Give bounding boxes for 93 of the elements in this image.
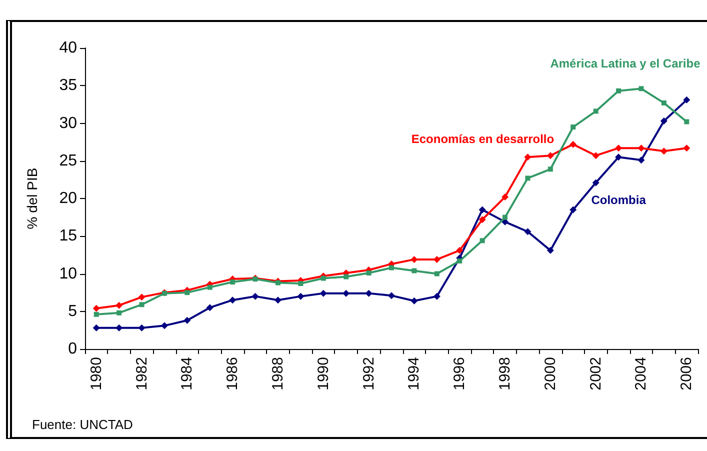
point [660,148,668,155]
point [342,290,350,297]
point [94,312,99,317]
point [366,270,372,276]
point [320,276,326,281]
point [502,193,509,200]
point [638,144,645,152]
point [207,284,212,290]
x-tick-label: 2004 [632,357,650,390]
point [683,144,690,152]
point [546,152,554,160]
point [297,292,304,300]
text: América Latina y el Caribe [550,56,701,71]
point [660,117,668,124]
point [592,152,600,160]
x-tick-label: 1994 [406,357,423,390]
point [252,292,259,300]
point [684,119,690,124]
point [116,324,123,332]
point [389,265,394,270]
y-tick-label: 5 [68,302,78,320]
point [683,96,690,104]
point [548,166,553,172]
point [388,292,395,300]
y-tick-label: 0 [68,340,78,358]
point [480,238,485,244]
point [365,290,372,297]
point [320,290,327,297]
point [139,302,144,308]
point [524,154,532,161]
x-tick-label: 1986 [224,357,242,390]
y-tick-label: 30 [59,114,78,132]
point [116,310,122,316]
point [138,324,146,332]
y-tick-label: 40 [59,40,78,56]
point [638,156,645,164]
point [524,228,532,236]
point [138,294,146,301]
point [457,258,462,264]
x-tick-label: 1984 [178,357,196,390]
series-label: Colombia [591,193,646,208]
x-tick-label: 2006 [678,357,696,390]
y-tick-label: 35 [59,77,78,94]
x-tick-label: 1990 [314,357,332,390]
point [592,179,600,186]
source-note: Fuente: UNCTAD [32,417,133,432]
y-tick-label: 25 [59,152,78,170]
point [478,216,486,224]
point [478,206,486,214]
point [344,274,349,280]
point [412,268,417,274]
x-tick-label: 1980 [88,357,105,390]
point [661,100,666,106]
point [570,140,577,148]
x-tick-label: 1996 [451,357,468,390]
point [638,86,644,92]
x-tick-label: 2000 [542,357,559,390]
point [92,304,100,312]
point [230,280,236,285]
point [184,290,190,296]
point [546,246,554,254]
point [570,124,576,130]
x-tick-label: 1998 [496,357,514,390]
y-tick-label: 20 [59,190,78,207]
point [275,280,280,286]
x-tick-label: 1992 [360,357,378,390]
point [615,144,622,152]
point [184,316,191,324]
x-tick-label: 1982 [133,357,150,390]
point [298,281,304,286]
y-axis-title: % del PIB [24,168,40,230]
point [593,108,598,114]
point [92,324,100,332]
point [502,214,508,220]
x-tick-label: 1988 [269,357,286,390]
point [410,256,418,263]
y-tick-label: 10 [59,265,78,282]
series-label: Economías en desarrollo [411,132,554,146]
y-tick-label: 15 [59,228,78,245]
point [410,297,418,304]
point [615,154,622,161]
point [206,304,214,312]
point [116,302,123,309]
point [160,322,168,330]
point [433,292,440,300]
point [525,176,530,181]
point [274,296,282,304]
x-tick-label: 2002 [587,357,604,390]
point [434,271,440,276]
point [616,88,622,94]
point [570,206,577,214]
point [456,246,464,254]
point [229,296,236,304]
